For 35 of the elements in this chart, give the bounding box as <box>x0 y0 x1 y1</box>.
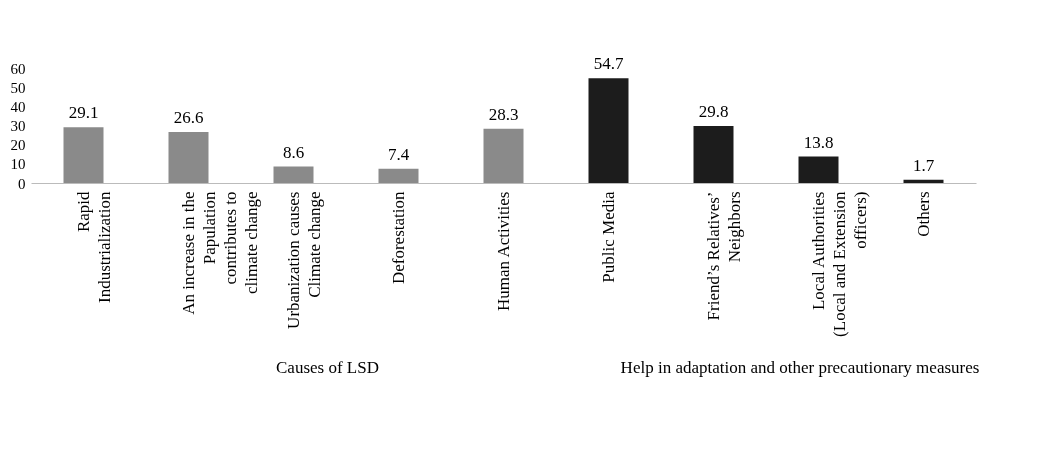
x-tick-label: Rapid Industrialization <box>73 191 114 303</box>
data-label: 29.1 <box>68 103 99 123</box>
bar <box>903 179 944 183</box>
data-label: 28.3 <box>488 104 519 124</box>
text: Help in adaptation and other precautionary measures <box>619 358 981 378</box>
bar <box>693 125 734 183</box>
y-tick-label: 10 <box>10 156 26 173</box>
bar <box>588 78 629 183</box>
y-tick-label: 50 <box>10 79 26 96</box>
y-tick-label: 60 <box>10 60 26 77</box>
text: Causes of LSD <box>275 358 380 378</box>
x-tick-label: Friend’s Relatives’ Neighbors <box>703 191 744 321</box>
data-label: 13.8 <box>803 132 834 152</box>
bar <box>168 132 209 183</box>
y-tick-label: 40 <box>10 98 26 115</box>
x-tick-label: Human Activities <box>493 191 513 311</box>
y-tick-label: 0 <box>18 175 26 192</box>
x-tick-label: Others <box>913 191 933 237</box>
data-label: 1.7 <box>912 155 935 175</box>
bar <box>378 168 419 183</box>
x-tick-label: Deforestation <box>388 191 408 285</box>
data-label: 54.7 <box>593 54 624 74</box>
data-label: 26.6 <box>173 108 204 128</box>
x-tick-label: An increase in the Papulation contributes to climate change <box>178 191 261 315</box>
data-label: 29.8 <box>698 101 729 121</box>
bar <box>63 127 104 183</box>
bar <box>798 156 839 183</box>
y-tick-label: 20 <box>10 137 26 154</box>
bar <box>483 128 524 183</box>
bar <box>273 166 314 183</box>
x-tick-label: Public Media <box>598 191 618 283</box>
y-tick-label: 30 <box>10 118 26 134</box>
data-label: 8.6 <box>282 142 305 162</box>
x-tick-label: Local Authorities (Local and Extension officers) <box>808 191 870 337</box>
data-label: 7.4 <box>387 144 410 164</box>
